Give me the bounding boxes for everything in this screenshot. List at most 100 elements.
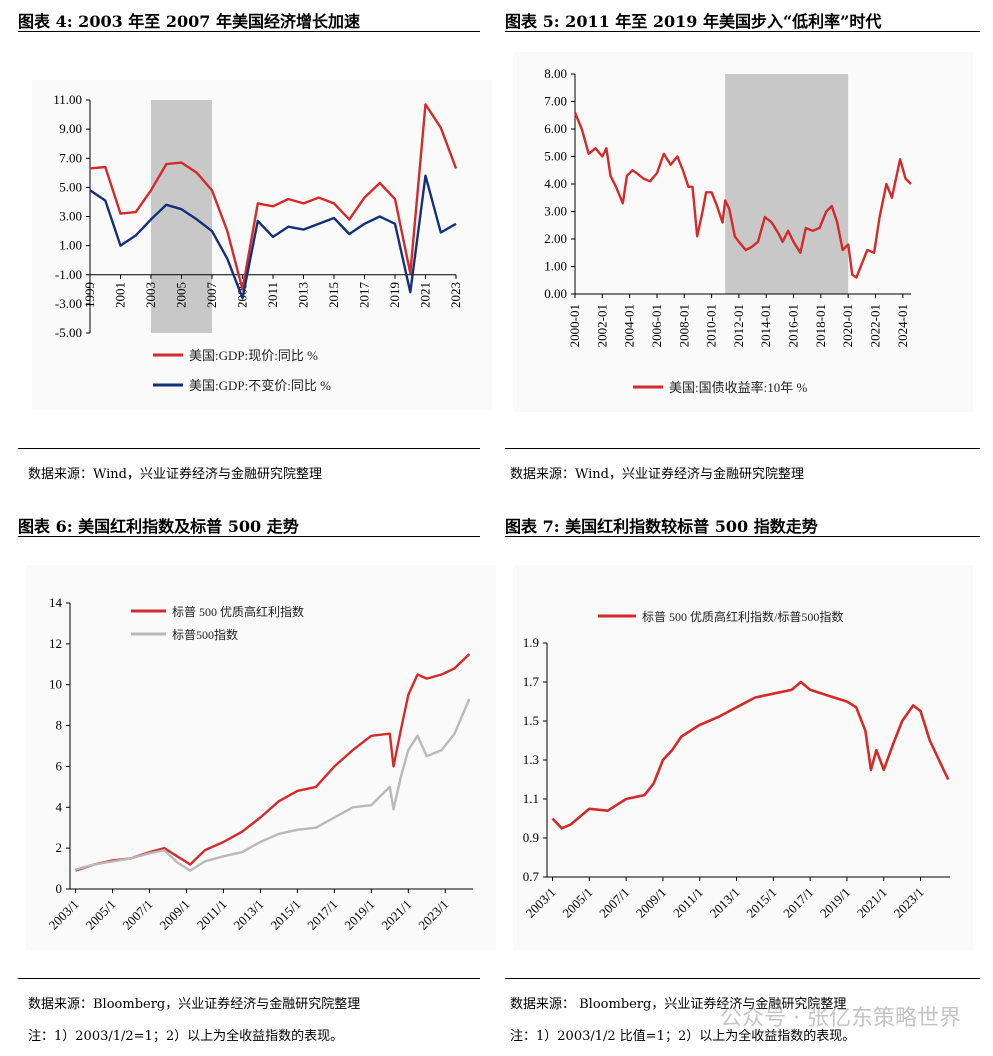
chart-7-title: 图表 7: 美国红利指数较标普 500 指数走势 — [505, 517, 818, 536]
y-tick-label: 7.00 — [544, 94, 567, 109]
x-tick-label: 2019 — [387, 282, 402, 308]
y-tick-label: 5.00 — [59, 179, 82, 194]
y-tick-label: 5.00 — [544, 149, 567, 164]
chart-5-source: 数据来源：Wind，兴业证券经济与金融研究院整理 — [510, 467, 804, 482]
y-tick-label: 2.00 — [544, 231, 567, 246]
x-tick-label: 2021/1 — [378, 897, 414, 933]
y-tick-label: 2 — [56, 840, 63, 855]
x-tick-label: 2007/1 — [119, 897, 155, 933]
y-tick-label: 0.7 — [523, 869, 540, 884]
x-tick-label: 2003/1 — [46, 897, 82, 933]
x-tick-label: 2011/1 — [670, 885, 706, 921]
y-tick-label: 1.3 — [523, 752, 539, 767]
series-line-1 — [551, 680, 950, 830]
series-line-2 — [89, 174, 457, 300]
y-tick-label: -1.00 — [55, 267, 82, 282]
y-tick-label: 1.1 — [523, 791, 539, 806]
chart-7-source: 数据来源： Bloomberg，兴业证券经济与金融研究院整理 — [510, 997, 847, 1012]
chart-4-title: 图表 4: 2003 年至 2007 年美国经济增长加速 — [18, 12, 360, 31]
x-tick-label: 2003 — [143, 282, 158, 308]
y-tick-label: 8.00 — [544, 66, 567, 81]
x-tick-label: 2019/1 — [341, 897, 377, 933]
source-rule — [18, 978, 480, 979]
y-tick-label: 8 — [56, 718, 63, 733]
x-tick-label: 2009/1 — [156, 897, 192, 933]
chart-7-note: 注：1）2003/1/2 比值=1；2）以上为全收益指数的表现。 — [510, 1029, 856, 1044]
chart-5-svg: 8.00 7.00 6.00 5.00 4.00 3.00 2.00 1.00 0.002000… — [544, 66, 912, 395]
source-rule — [505, 448, 980, 449]
chart-6-title: 图表 6: 美国红利指数及标普 500 走势 — [18, 517, 299, 536]
y-tick-label: 3.00 — [59, 209, 82, 224]
legend-label-2: 美国:GDP:不变价:同比 % — [189, 378, 331, 393]
legend-label-1: 标普 500 优质高红利指数/标普500指数 — [642, 609, 843, 624]
x-tick-label: 2013 — [296, 282, 311, 308]
x-tick-label: 2015/1 — [743, 885, 779, 921]
chart-4-source: 数据来源：Wind，兴业证券经济与金融研究院整理 — [28, 467, 322, 482]
x-tick-label: 2016-01 — [786, 304, 801, 347]
y-tick-label: 3.00 — [544, 204, 567, 219]
shaded-period — [151, 100, 212, 333]
y-tick-label: 12 — [49, 636, 62, 651]
source-rule — [505, 978, 980, 979]
shaded-period — [725, 74, 849, 294]
x-tick-label: 2007/1 — [596, 885, 632, 921]
legend-label-2: 标普500指数 — [172, 627, 238, 642]
panel-chart-7: 图表 7: 美国红利指数较标普 500 指数走势 1.9 1.7 1.5 1.3 1.1… — [505, 505, 980, 1056]
panel-chart-4: 图表 4: 2003 年至 2007 年美国经济增长加速 11.00 9.00 7.… — [18, 0, 492, 490]
chart-6-source: 数据来源：Bloomberg，兴业证券经济与金融研究院整理 — [28, 997, 361, 1012]
x-tick-label: 2002-01 — [594, 304, 609, 347]
title-rule — [505, 536, 980, 537]
x-tick-label: 2023/1 — [891, 885, 927, 921]
series-line-2 — [75, 698, 471, 872]
y-tick-label: 6.00 — [544, 121, 567, 136]
watermark: 公众号 · 张亿东策略世界 — [720, 1006, 961, 1031]
y-tick-label: 1.7 — [523, 674, 540, 689]
x-tick-label: 2014-01 — [758, 304, 773, 347]
x-tick-label: 2005/1 — [82, 897, 118, 933]
x-tick-label: 2001 — [113, 282, 128, 308]
x-tick-label: 2011 — [265, 282, 280, 308]
x-tick-label: 2006-01 — [649, 304, 664, 347]
y-tick-label: 4 — [56, 799, 63, 814]
x-tick-label: 2021 — [418, 282, 433, 308]
y-tick-label: 0.00 — [544, 286, 567, 301]
legend-label-1: 标普 500 优质高红利指数 — [172, 604, 304, 619]
y-tick-label: -3.00 — [55, 296, 82, 311]
x-tick-label: 2024-01 — [895, 304, 910, 347]
x-tick-label: 2020-01 — [840, 304, 855, 347]
series-line-1 — [75, 653, 471, 872]
y-tick-label: 6 — [56, 758, 63, 773]
title-rule — [18, 31, 480, 32]
y-tick-label: 9.00 — [59, 121, 82, 136]
y-tick-label: 14 — [49, 595, 63, 610]
x-tick-label: 2013/1 — [230, 897, 266, 933]
x-tick-label: 2022-01 — [867, 304, 882, 347]
legend-label-1: 美国:GDP:现价:同比 % — [189, 348, 318, 363]
y-tick-label: 1.5 — [523, 713, 539, 728]
series-line-1 — [573, 112, 912, 279]
x-tick-label: 2015/1 — [267, 897, 303, 933]
x-tick-label: 2021/1 — [854, 885, 890, 921]
x-tick-label: 2003/1 — [522, 885, 558, 921]
x-tick-label: 2017/1 — [780, 885, 816, 921]
title-rule — [505, 31, 980, 32]
y-tick-label: 4.00 — [544, 176, 567, 191]
x-tick-label: 2005/1 — [559, 885, 595, 921]
y-tick-label: 1.9 — [523, 635, 539, 650]
y-tick-label: 10 — [49, 677, 62, 692]
x-tick-label: 2017/1 — [304, 897, 340, 933]
x-tick-label: 2019/1 — [817, 885, 853, 921]
x-tick-label: 2008-01 — [676, 304, 691, 347]
x-tick-label: 2010-01 — [704, 304, 719, 347]
legend-label-1: 美国:国债收益率:10年 % — [669, 380, 807, 395]
x-tick-label: 2018-01 — [813, 304, 828, 347]
x-tick-label: 2005 — [174, 282, 189, 308]
y-tick-label: 1.00 — [544, 259, 567, 274]
x-tick-label: 2009/1 — [633, 885, 669, 921]
y-tick-label: 0 — [56, 881, 63, 896]
y-tick-label: 1.00 — [59, 238, 82, 253]
x-tick-label: 2013/1 — [707, 885, 743, 921]
y-tick-label: -5.00 — [55, 325, 82, 340]
